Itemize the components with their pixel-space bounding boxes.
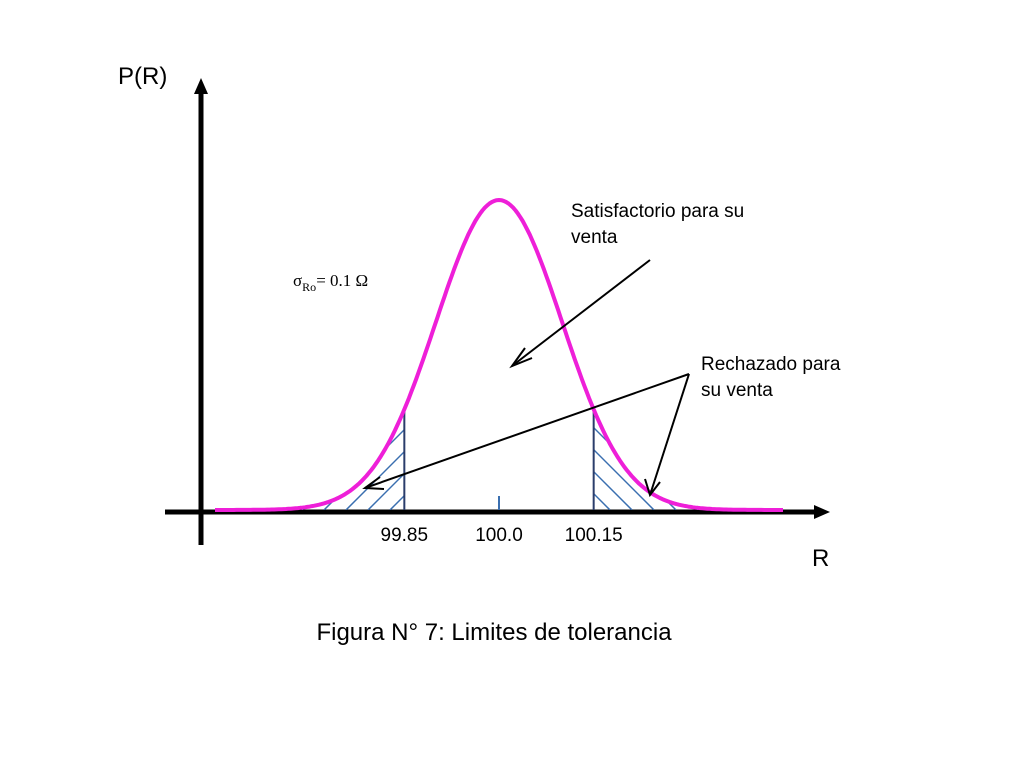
hatch-line <box>326 380 456 510</box>
sigma-symbol: σ <box>293 271 302 290</box>
sigma-subscript: Ro <box>302 280 316 294</box>
hatch-line <box>392 380 522 510</box>
hatch-line <box>282 380 412 510</box>
hatch-line <box>84 380 214 510</box>
hatch-line <box>18 380 148 510</box>
accepted-annotation: Satisfactorio para su venta <box>571 201 749 248</box>
axes <box>165 78 830 545</box>
hatch-line <box>62 380 192 510</box>
hatch-line <box>60 380 190 510</box>
hatch-line <box>216 380 346 510</box>
hatch-line <box>414 380 544 510</box>
hatch-line <box>215 409 235 510</box>
rejected-arrowhead-left <box>362 476 385 490</box>
hatch-line <box>788 380 918 510</box>
x-tick-labels: 99.85 100.0 100.15 <box>381 525 623 546</box>
hatch-line <box>896 380 1024 510</box>
annotation-arrows <box>362 259 690 498</box>
hatch-line <box>82 380 212 510</box>
hatch-line <box>367 409 405 510</box>
y-axis-arrowhead <box>194 78 208 94</box>
hatch-line <box>150 380 280 510</box>
hatch-line <box>0 380 104 510</box>
rejected-annotation-line2: su venta <box>701 380 773 401</box>
sigma-value: = 0.1 Ω <box>316 271 368 290</box>
hatch-line <box>260 380 390 510</box>
hatch-line <box>434 380 564 510</box>
hatch-line <box>764 380 894 510</box>
hatch-line <box>786 380 916 510</box>
hatch-line <box>765 409 783 510</box>
hatch-line <box>215 409 279 510</box>
x-tick-label: 100.0 <box>475 525 523 546</box>
hatch-line <box>566 380 696 510</box>
hatch-line <box>830 380 960 510</box>
hatch-line <box>456 380 586 510</box>
sigma-label: σRo= 0.1 Ω <box>293 271 368 294</box>
hatch-line <box>348 380 478 510</box>
hatch-line <box>436 380 566 510</box>
y-axis-label: P(R) <box>118 63 167 90</box>
hatch-line <box>279 409 405 510</box>
hatch-line <box>0 380 60 510</box>
hatch-line <box>215 409 301 510</box>
rejected-arrow-left <box>364 373 690 489</box>
x-tick-label: 100.15 <box>565 525 623 546</box>
hatch-line <box>412 380 542 510</box>
hatch-line <box>0 380 82 510</box>
hatch-line <box>593 409 655 510</box>
hatch-line <box>458 380 588 510</box>
hatch-line <box>593 409 633 510</box>
hatch-line <box>874 380 1004 510</box>
rejected-annotation: Rechazado para su venta <box>701 354 846 401</box>
hatch-line <box>918 380 1024 510</box>
hatch-line <box>345 409 405 510</box>
figure-caption: Figura N° 7: Limites de tolerancia <box>316 619 672 646</box>
hatch-line <box>257 409 389 510</box>
hatch-line <box>0 380 126 510</box>
hatch-line <box>304 380 434 510</box>
x-axis-arrowhead <box>814 505 830 519</box>
right-tail-hatch <box>0 380 918 510</box>
hatch-line <box>106 380 236 510</box>
hatch-line <box>522 380 652 510</box>
x-tick-label: 99.85 <box>381 525 429 546</box>
normal-curve <box>215 198 783 512</box>
hatch-line <box>215 409 345 510</box>
hatch-line <box>215 409 257 510</box>
hatch-line <box>40 380 170 510</box>
rejected-arrow-right <box>649 373 690 496</box>
left-tail-hatch <box>60 380 1024 510</box>
hatch-line <box>128 380 258 510</box>
hatch-line <box>808 380 938 510</box>
rejected-arrowhead-right <box>644 478 661 498</box>
hatch-line <box>852 380 982 510</box>
hatch-line <box>301 409 405 510</box>
accepted-arrow <box>511 259 651 367</box>
hatch-line <box>194 380 324 510</box>
accepted-arrowhead <box>509 347 533 369</box>
rejected-annotation-line1: Rechazado para <box>701 354 841 375</box>
x-axis-label: R <box>812 545 829 572</box>
hatch-line <box>172 380 302 510</box>
accepted-annotation-line2: venta <box>571 227 618 248</box>
hatch-line <box>215 409 323 510</box>
accepted-annotation-line1: Satisfactorio para su <box>571 201 744 222</box>
hatch-line <box>235 409 367 510</box>
